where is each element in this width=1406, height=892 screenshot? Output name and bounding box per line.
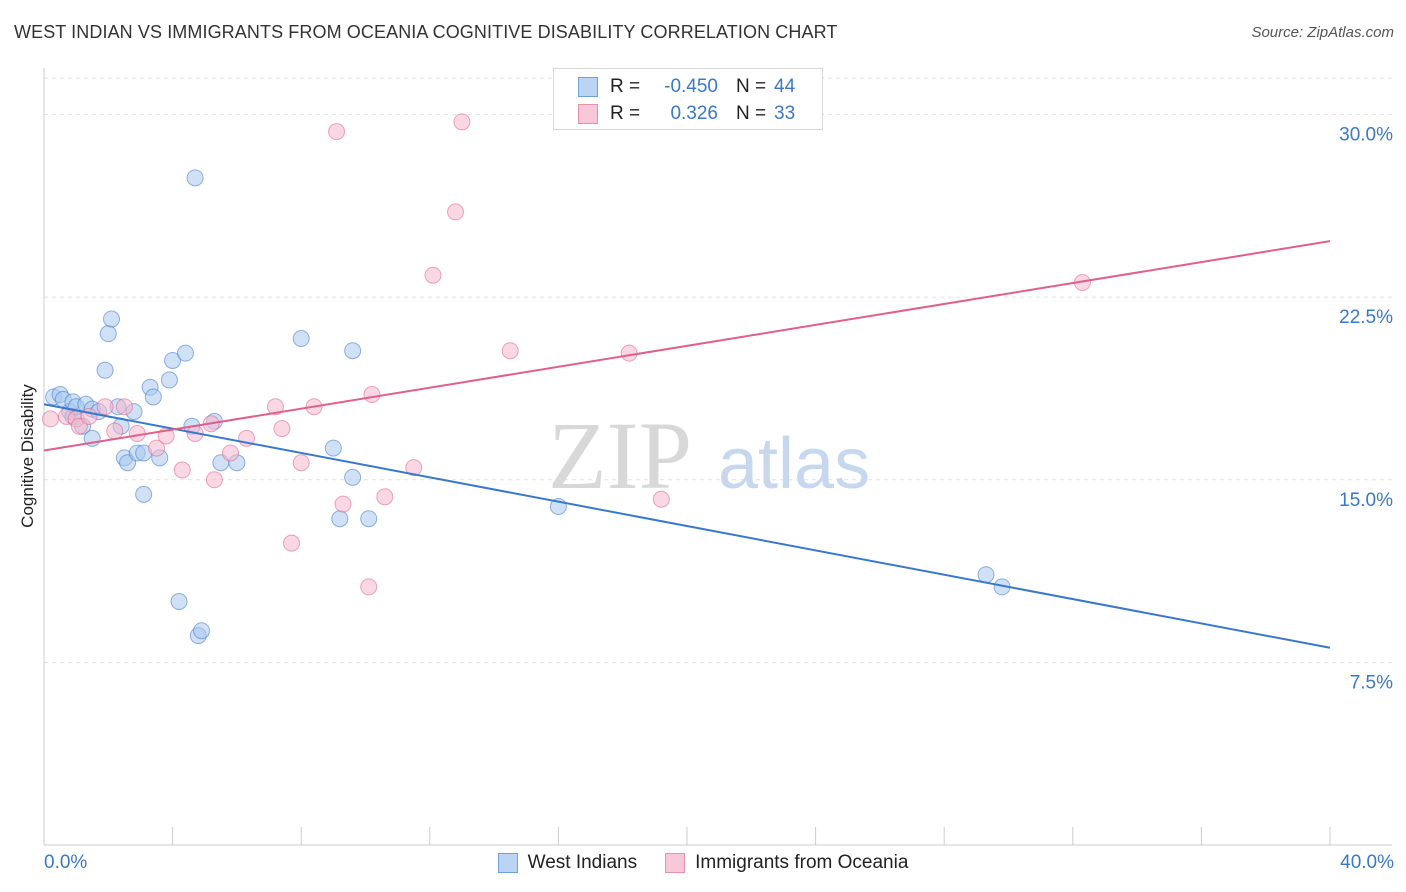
point-west-indians — [99, 325, 117, 343]
point-oceania — [334, 495, 352, 513]
point-west-indians — [176, 344, 194, 362]
point-oceania — [41, 410, 59, 428]
point-west-indians — [360, 510, 378, 528]
point-west-indians — [96, 361, 114, 379]
point-oceania — [501, 342, 519, 360]
point-west-indians — [324, 439, 342, 457]
point-west-indians — [164, 351, 182, 369]
legend-swatch-west-indians — [578, 77, 598, 97]
point-oceania — [424, 266, 442, 284]
point-west-indians — [292, 330, 310, 348]
point-oceania — [115, 398, 133, 416]
point-oceania — [96, 398, 114, 416]
y-tick-label: 7.5% — [1350, 672, 1393, 693]
y-axis-label: Cognitive Disability — [18, 384, 37, 528]
trend-west-indians — [43, 403, 1331, 649]
legend-swatch-west-indians — [497, 853, 518, 873]
point-oceania — [221, 444, 239, 462]
n-label: N = — [736, 76, 767, 97]
legend-swatch-oceania — [665, 853, 686, 873]
point-west-indians — [186, 169, 204, 187]
x-tick-max: 40.0% — [1340, 852, 1394, 873]
legend-row-west-indians: R = -0.450 N = 44 — [578, 75, 795, 99]
legend-label-oceania: Immigrants from Oceania — [695, 852, 909, 873]
n-value: 33 — [774, 103, 796, 124]
point-west-indians — [144, 388, 162, 406]
r-value: 0.326 — [670, 103, 718, 124]
y-tick-labels: 7.5% 15.0% 22.5% 30.0% — [1339, 125, 1393, 694]
grid-lines — [44, 77, 1392, 663]
point-west-indians — [977, 566, 995, 584]
point-west-indians — [135, 485, 153, 503]
source-label: Source: ZipAtlas.com — [1251, 24, 1394, 41]
legend-item-oceania: Immigrants from Oceania — [665, 852, 908, 874]
chart-title: WEST INDIAN VS IMMIGRANTS FROM OCEANIA C… — [14, 22, 838, 42]
r-value: -0.450 — [664, 76, 718, 97]
point-oceania — [328, 123, 346, 141]
point-oceania — [405, 459, 423, 477]
axes — [43, 68, 1392, 846]
point-west-indians — [193, 622, 211, 640]
trend-oceania — [43, 240, 1331, 452]
legend-item-west-indians: West Indians — [497, 852, 638, 874]
series-legend: West Indians Immigrants from Oceania — [0, 852, 1406, 874]
legend-swatch-oceania — [578, 104, 598, 124]
point-west-indians — [170, 593, 188, 611]
point-west-indians — [344, 342, 362, 360]
point-oceania — [363, 386, 381, 404]
point-west-indians — [103, 310, 121, 328]
r-label: R = — [610, 103, 641, 124]
y-tick-label: 15.0% — [1339, 490, 1393, 511]
watermark-atlas: atlas — [718, 424, 870, 504]
n-value: 44 — [774, 76, 796, 97]
y-tick-label: 22.5% — [1339, 307, 1393, 328]
legend-label-west-indians: West Indians — [527, 852, 638, 873]
point-west-indians — [331, 510, 349, 528]
n-label: N = — [736, 103, 767, 124]
watermark: ZIP atlas — [548, 402, 870, 509]
legend-row-oceania: R = 0.326 N = 33 — [578, 102, 795, 126]
correlation-legend: R = -0.450 N = 44 R = 0.326 N = 33 — [553, 68, 823, 130]
point-oceania — [652, 490, 670, 508]
r-label: R = — [610, 76, 641, 97]
point-oceania — [283, 534, 301, 552]
point-west-indians — [344, 468, 362, 486]
point-oceania — [447, 203, 465, 221]
trend-lines — [43, 240, 1331, 649]
watermark-zip: ZIP — [548, 402, 692, 509]
point-oceania — [148, 439, 166, 457]
data-points — [41, 113, 1091, 645]
point-oceania — [620, 344, 638, 362]
x-tick-min: 0.0% — [44, 852, 88, 873]
point-oceania — [360, 578, 378, 596]
point-oceania — [273, 420, 291, 438]
point-oceania — [266, 398, 284, 416]
point-oceania — [173, 461, 191, 479]
point-oceania — [376, 488, 394, 506]
point-oceania — [453, 113, 471, 131]
point-oceania — [106, 422, 124, 440]
point-oceania — [292, 454, 310, 472]
point-oceania — [205, 471, 223, 489]
point-west-indians — [160, 371, 178, 389]
y-tick-label: 30.0% — [1339, 125, 1393, 146]
